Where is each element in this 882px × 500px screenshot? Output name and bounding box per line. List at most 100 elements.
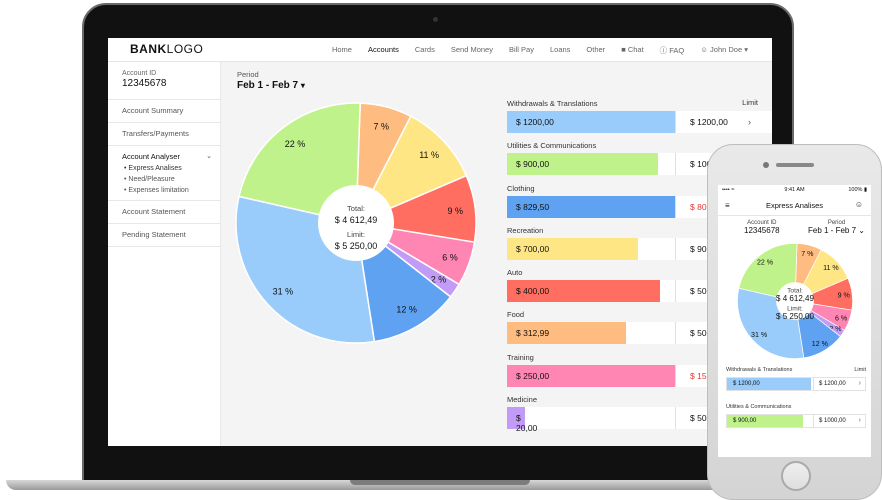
category-bar-fill: $ 400,00 — [507, 280, 660, 303]
nav-accounts[interactable]: Accounts — [367, 45, 399, 54]
sidebar-subitem-express-analises[interactable]: • Express Analises — [124, 165, 182, 172]
category-spent-value: $ 829,50 — [516, 201, 550, 212]
category-bar-track[interactable]: $ 312,99 $ 50 — [507, 322, 772, 345]
phone-pie-slice-label-6: 12 % — [812, 340, 829, 348]
nav-bill-pay[interactable]: Bill Pay — [508, 45, 534, 54]
category-bar-fill: $ 700,00 — [507, 237, 639, 260]
category-name: Clothing — [507, 183, 535, 193]
pie-limit-value: $ 5 250,00 — [335, 241, 378, 251]
nav-chat[interactable]: ■ Chat — [621, 45, 644, 54]
pie-slice-8[interactable] — [238, 102, 361, 224]
category-name: Recreation — [507, 225, 544, 235]
category-bar-fill: $ 1200,00 — [507, 111, 675, 133]
period-label: Period — [237, 70, 259, 79]
category-name: Food — [507, 310, 525, 320]
main-nav: Home Accounts Cards Send Money Bill Pay … — [332, 45, 748, 56]
category-bar-track[interactable]: $ 829,50 $ 80 — [507, 195, 772, 218]
pie-slice-label-5: 2 % — [431, 275, 447, 285]
main-content: Period Feb 1 - Feb 7 ▾ 7 % 11 % 9 % 6 % 2 % 1… — [221, 62, 772, 446]
category-spent-value: $ 250,00 — [516, 370, 550, 381]
phone-header: ≡ Express Analises ☺ — [718, 196, 871, 216]
category-name: Auto — [507, 268, 523, 278]
category-limit-value[interactable]: $ 50 — [675, 407, 761, 430]
sidebar-group-account-analyser: Account Analyser ⌄ • Express Analises • … — [108, 146, 220, 201]
category-bar-track[interactable]: $ 400,00 $ 50 — [507, 280, 772, 303]
nav-faq[interactable]: ⓘ FAQ — [659, 46, 685, 55]
menu-icon[interactable]: ≡ — [725, 201, 730, 210]
category-limit-value[interactable]: $ 50 — [675, 322, 761, 345]
user-icon[interactable]: ☺ — [854, 200, 863, 209]
phone-pie-limit-value: $ 5 250,00 — [776, 312, 814, 321]
chevron-right-icon[interactable]: › — [858, 417, 861, 424]
chevron-down-icon[interactable]: ⌄ — [206, 153, 212, 160]
pie-limit-label: Limit: — [347, 230, 365, 239]
phone-category-bar-track[interactable]: $ 1200,00 $ 1200,00 › — [726, 377, 866, 391]
category-bar-track[interactable]: $ 700,00 $ 90 — [507, 237, 772, 260]
category-bar-track[interactable]: $ 1200,00 $ 1200,00 › — [507, 111, 772, 133]
category-limit-value[interactable]: $ 90 — [675, 237, 761, 260]
home-button[interactable] — [781, 461, 811, 491]
category-row: Utilities & Communications $ 900,00 $ 1000 — [507, 140, 772, 182]
phone-pie-slice-label-7: 31 % — [751, 331, 768, 339]
status-bar: •••• ≈ 9:41 AM 100% ▮ — [718, 187, 871, 193]
sidebar-subitem-need-pleasure[interactable]: • Need/Pleasure — [124, 176, 175, 183]
category-bar-track[interactable]: $ 20,00 $ 50 — [507, 407, 772, 433]
phone-pie-slice-8[interactable] — [738, 243, 798, 302]
phone-camera — [763, 162, 769, 168]
sidebar-subitem-expenses-limitation[interactable]: • Expenses limitation — [124, 187, 189, 194]
category-limit-value[interactable]: $ 1000 — [675, 153, 761, 176]
phone-category-bar-fill: $ 1200,00 — [727, 378, 811, 390]
nav-send-money[interactable]: Send Money — [450, 45, 493, 54]
phone-pie-total-value: $ 4 612,49 — [776, 294, 814, 303]
sidebar-item-account-statement[interactable]: Account Statement — [108, 201, 220, 224]
nav-home[interactable]: Home — [331, 45, 352, 54]
sidebar-item-transfers-payments[interactable]: Transfers/Payments — [108, 123, 220, 146]
phone-pie-limit-label: Limit: — [787, 305, 803, 312]
phone-pie-slice-label-3: 9 % — [838, 291, 851, 299]
nav-other[interactable]: Other — [586, 45, 606, 54]
category-limit-value[interactable]: $ 50 — [675, 280, 761, 303]
nav-cards[interactable]: Cards — [414, 45, 435, 54]
pie-slice-label-4: 6 % — [442, 252, 458, 262]
category-spent-value: $ 400,00 — [516, 286, 550, 297]
category-bar-track[interactable]: $ 900,00 $ 1000 — [507, 153, 772, 176]
phone-pie-slice-label-1: 7 % — [801, 250, 814, 258]
category-list: Withdrawals & Translations Limit $ 1200,00… — [507, 98, 772, 436]
caret-down-icon: ▾ — [744, 45, 748, 54]
category-limit-value[interactable]: $ 15 — [675, 364, 761, 387]
category-limit-value[interactable]: $ 80 — [675, 195, 761, 218]
category-row: Recreation $ 700,00 $ 90 — [507, 225, 772, 267]
category-bar-fill: $ 900,00 — [507, 153, 659, 176]
nav-user-menu[interactable]: ☺ John Doe ▾ — [700, 45, 748, 54]
period-select[interactable]: Feb 1 - Feb 7 ▾ — [237, 80, 305, 91]
chevron-down-icon: ⌄ — [858, 226, 865, 235]
phone-category-bar-track[interactable]: $ 900,00 $ 1000,00 › — [726, 414, 866, 428]
category-bar-fill: $ 20,00 — [507, 407, 537, 433]
phone-category-limit: $ 1200,00 — [813, 378, 846, 390]
phone-account: Account ID 12345678 — [744, 220, 780, 235]
brand-logo[interactable]: BANKLOGO — [130, 42, 204, 56]
webcam — [433, 17, 438, 22]
laptop-notch — [350, 480, 530, 485]
limit-column-header: Limit — [742, 98, 758, 107]
phone-category-row: Utilities & Communications $ 900,00 $ 1000… — [726, 404, 866, 428]
top-navbar: BANKLOGO Home Accounts Cards Send Money … — [108, 38, 772, 62]
category-row: Withdrawals & Translations Limit $ 1200,00… — [507, 98, 772, 140]
phone-device: •••• ≈ 9:41 AM 100% ▮ ≡ Express Analises… — [707, 144, 882, 500]
chevron-right-icon[interactable]: › — [858, 380, 861, 387]
signal-icon: •••• ≈ — [722, 187, 735, 193]
chevron-right-icon[interactable]: › — [748, 117, 751, 127]
pie-slice-label-8: 22 % — [285, 139, 306, 149]
sidebar-item-account-summary[interactable]: Account Summary — [108, 100, 220, 123]
nav-loans[interactable]: Loans — [549, 45, 571, 54]
category-row: Medicine $ 20,00 $ 50 — [507, 394, 772, 436]
category-row: Training $ 250,00 $ 15 — [507, 352, 772, 394]
account-id-block: Account ID 12345678 — [108, 62, 220, 100]
sidebar-item-pending-statement[interactable]: Pending Statement — [108, 224, 220, 247]
category-name: Training — [507, 352, 534, 362]
category-limit-value[interactable]: $ 1200,00 › — [675, 111, 761, 133]
phone-period[interactable]: Period Feb 1 - Feb 7 ⌄ — [808, 220, 865, 235]
category-bar-track[interactable]: $ 250,00 $ 15 — [507, 364, 772, 387]
sidebar-item-account-analyser[interactable]: Account Analyser — [122, 152, 180, 161]
pie-slice-2[interactable] — [354, 115, 468, 225]
